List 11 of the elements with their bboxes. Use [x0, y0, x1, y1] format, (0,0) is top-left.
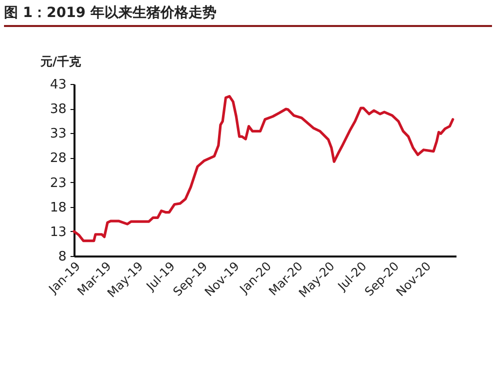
y-tick-label: 43 — [50, 78, 66, 92]
y-axis-title: 元/千克 — [40, 54, 82, 68]
y-tick-label: 23 — [50, 176, 66, 191]
y-tick-label: 18 — [50, 200, 66, 216]
y-tick-label: 28 — [50, 151, 66, 166]
y-tick-label: 33 — [50, 126, 66, 142]
y-tick-label: 38 — [50, 102, 66, 118]
y-tick-label: 13 — [50, 224, 66, 240]
chart-title: 图 1：2019 年以来生猪价格走势 — [4, 4, 492, 27]
y-tick-label: 8 — [58, 250, 66, 264]
line-series — [72, 94, 454, 242]
